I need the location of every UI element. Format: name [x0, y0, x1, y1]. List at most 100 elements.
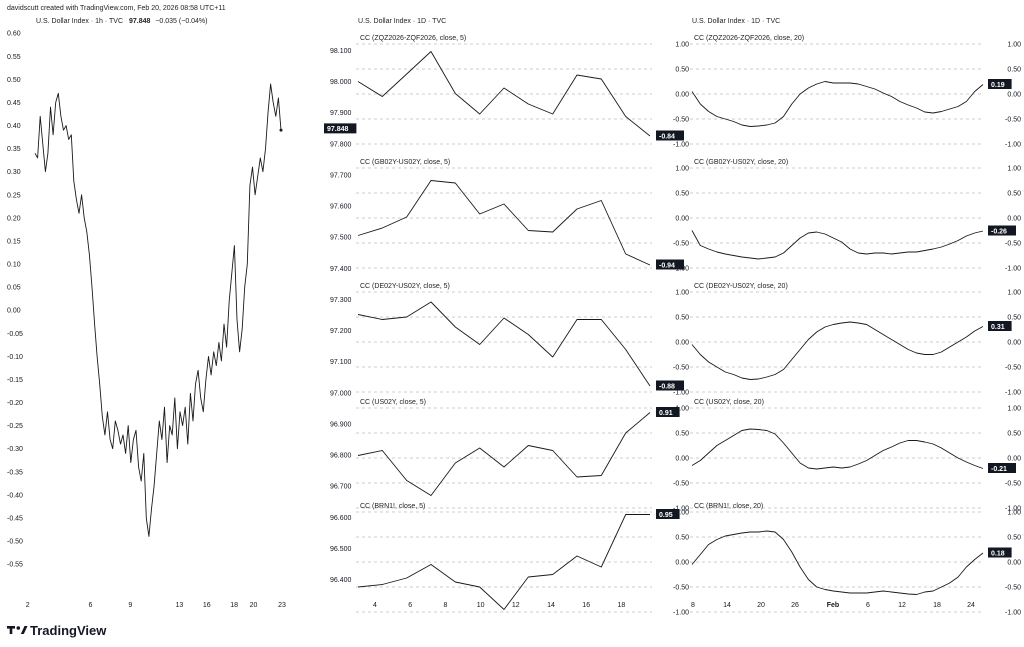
- mid-price-tick: 97.300: [330, 297, 352, 304]
- tradingview-logo-icon: [7, 626, 28, 634]
- left-y-tick: 0.00: [7, 308, 21, 315]
- pane-right-tick: 0.50: [1007, 535, 1021, 542]
- left-y-tick: 0.55: [7, 54, 21, 61]
- pane-right-tick: -1.00: [1005, 506, 1021, 513]
- pane-right-tick: 0.50: [675, 535, 689, 542]
- mid-price-tick: 97.800: [330, 141, 352, 148]
- pane-right-tick: 0.50: [675, 431, 689, 438]
- pane-title: CC (BRN1!, close, 5): [360, 503, 425, 510]
- pane-right-tick: 0.00: [675, 560, 689, 567]
- pane-right-tick: -0.50: [1005, 365, 1021, 372]
- left-x-tick: 23: [278, 602, 286, 609]
- pane-right-tick: -1.00: [1005, 390, 1021, 397]
- pane-series-line: [357, 412, 651, 496]
- pane-right-tick: -0.50: [673, 585, 689, 592]
- pane-right-tick: -1.00: [673, 142, 689, 149]
- left-x-tick: 2: [26, 602, 30, 609]
- pane-last-value-badge: 0.19: [991, 82, 1005, 89]
- mid-symbol-title: U.S. Dollar Index · 1D · TVC: [358, 18, 446, 25]
- pane-x-tick: 12: [898, 602, 906, 609]
- pane-right-tick: 0.00: [1007, 92, 1021, 99]
- pane-right-tick: -0.50: [1005, 241, 1021, 248]
- left-y-tick: -0.10: [7, 354, 23, 361]
- pane-right-tick: 0.50: [675, 315, 689, 322]
- pane-title: CC (US02Y, close, 20): [694, 399, 764, 406]
- pane-last-value-badge-bg: [656, 130, 684, 141]
- pane-x-tick: 14: [723, 602, 731, 609]
- mid-price-tick: 97.400: [330, 266, 352, 273]
- pane-series-line: [357, 51, 651, 137]
- pane-right-tick: -0.50: [673, 117, 689, 124]
- price-last-badge: 97.848: [327, 126, 349, 133]
- pane-last-value-badge-bg: [656, 259, 684, 270]
- left-y-tick: -0.20: [7, 400, 23, 407]
- left-y-tick: 0.30: [7, 169, 21, 176]
- pane-last-value-badge: 0.95: [659, 512, 673, 519]
- pane-right-tick: -0.50: [673, 481, 689, 488]
- pane-x-tick: 20: [757, 602, 765, 609]
- pane-right-tick: 0.00: [1007, 560, 1021, 567]
- mid-price-tick: 96.400: [330, 577, 352, 584]
- pane-right-tick: 1.00: [1007, 42, 1021, 49]
- left-x-tick: 18: [230, 602, 238, 609]
- pane-right-tick: 1.00: [675, 166, 689, 173]
- left-y-tick: 0.40: [7, 123, 21, 130]
- pane-last-value-badge-bg: [656, 380, 684, 391]
- left-x-tick: 9: [128, 602, 132, 609]
- pane-title: CC (ZQZ2026-ZQF2026, close, 5): [360, 35, 466, 42]
- pane-x-tick: 8: [443, 602, 447, 609]
- left-y-tick: 0.50: [7, 77, 21, 84]
- pane-last-value-badge: -0.88: [659, 383, 675, 390]
- left-x-tick: 13: [175, 602, 183, 609]
- pane-series-line: [691, 230, 984, 260]
- mid-price-tick: 96.900: [330, 421, 352, 428]
- pane-last-value-badge: -0.84: [659, 133, 675, 140]
- pane-right-tick: 1.00: [675, 510, 689, 517]
- pane-right-tick: 0.50: [1007, 67, 1021, 74]
- pane-series-line: [691, 81, 984, 127]
- pane-right-tick: 0.00: [675, 456, 689, 463]
- left-y-tick: -0.50: [7, 539, 23, 546]
- pane-right-tick: 1.00: [1007, 406, 1021, 413]
- pane-right-tick: 1.00: [1007, 510, 1021, 517]
- pane-right-tick: 0.00: [1007, 340, 1021, 347]
- pane-last-value-badge-bg: [988, 547, 1012, 558]
- left-y-tick: -0.45: [7, 515, 23, 522]
- left-y-tick: -0.30: [7, 446, 23, 453]
- mid-price-tick: 97.200: [330, 328, 352, 335]
- price-last-badge-bg: [324, 123, 357, 134]
- pane-last-value-badge: 0.18: [991, 550, 1005, 557]
- pane-last-value-badge-bg: [988, 321, 1012, 331]
- pane-title: CC (US02Y, close, 5): [360, 399, 426, 406]
- left-y-tick: 0.20: [7, 215, 21, 222]
- pane-title: CC (BRN1!, close, 20): [694, 503, 763, 510]
- left-y-tick: 0.35: [7, 146, 21, 153]
- left-y-tick: 0.05: [7, 285, 21, 292]
- pane-last-value-badge: 0.31: [991, 324, 1005, 331]
- pane-right-tick: 1.00: [675, 42, 689, 49]
- pane-series-line: [357, 301, 651, 387]
- left-y-tick: -0.40: [7, 492, 23, 499]
- right-chart: 1.00 0.50 0.00 -0.50 -1.00 CC (ZQZ2026-ZQF202…: [690, 35, 1021, 617]
- left-y-tick: 0.45: [7, 100, 21, 107]
- pane-right-tick: -1.00: [1005, 266, 1021, 273]
- pane-last-value-badge-bg: [988, 225, 1016, 236]
- mid-price-tick: 97.700: [330, 172, 352, 179]
- pane-series-line: [357, 514, 650, 610]
- pane-right-tick: 1.00: [675, 406, 689, 413]
- pane-title: CC (DE02Y-US02Y, close, 20): [694, 283, 788, 290]
- credit-text: davidscutt created with TradingView.com,…: [7, 5, 226, 12]
- left-chart: 0.60 0.55 0.50 0.45 0.40 0.35 0.30 0.25 0.20 0.15…: [7, 31, 286, 609]
- pane-title: CC (DE02Y-US02Y, close, 5): [360, 283, 450, 290]
- mid-price-tick: 97.600: [330, 204, 352, 211]
- pane-series-line: [691, 428, 984, 470]
- pane-right-tick: 0.50: [675, 67, 689, 74]
- pane-right-tick: -0.50: [673, 241, 689, 248]
- pane-x-tick: 14: [547, 602, 555, 609]
- pane-x-tick: 10: [477, 602, 485, 609]
- pane-right-tick: 0.50: [675, 191, 689, 198]
- pane-last-value-badge-bg: [988, 79, 1012, 89]
- left-y-tick: 0.25: [7, 192, 21, 199]
- left-y-tick: -0.35: [7, 469, 23, 476]
